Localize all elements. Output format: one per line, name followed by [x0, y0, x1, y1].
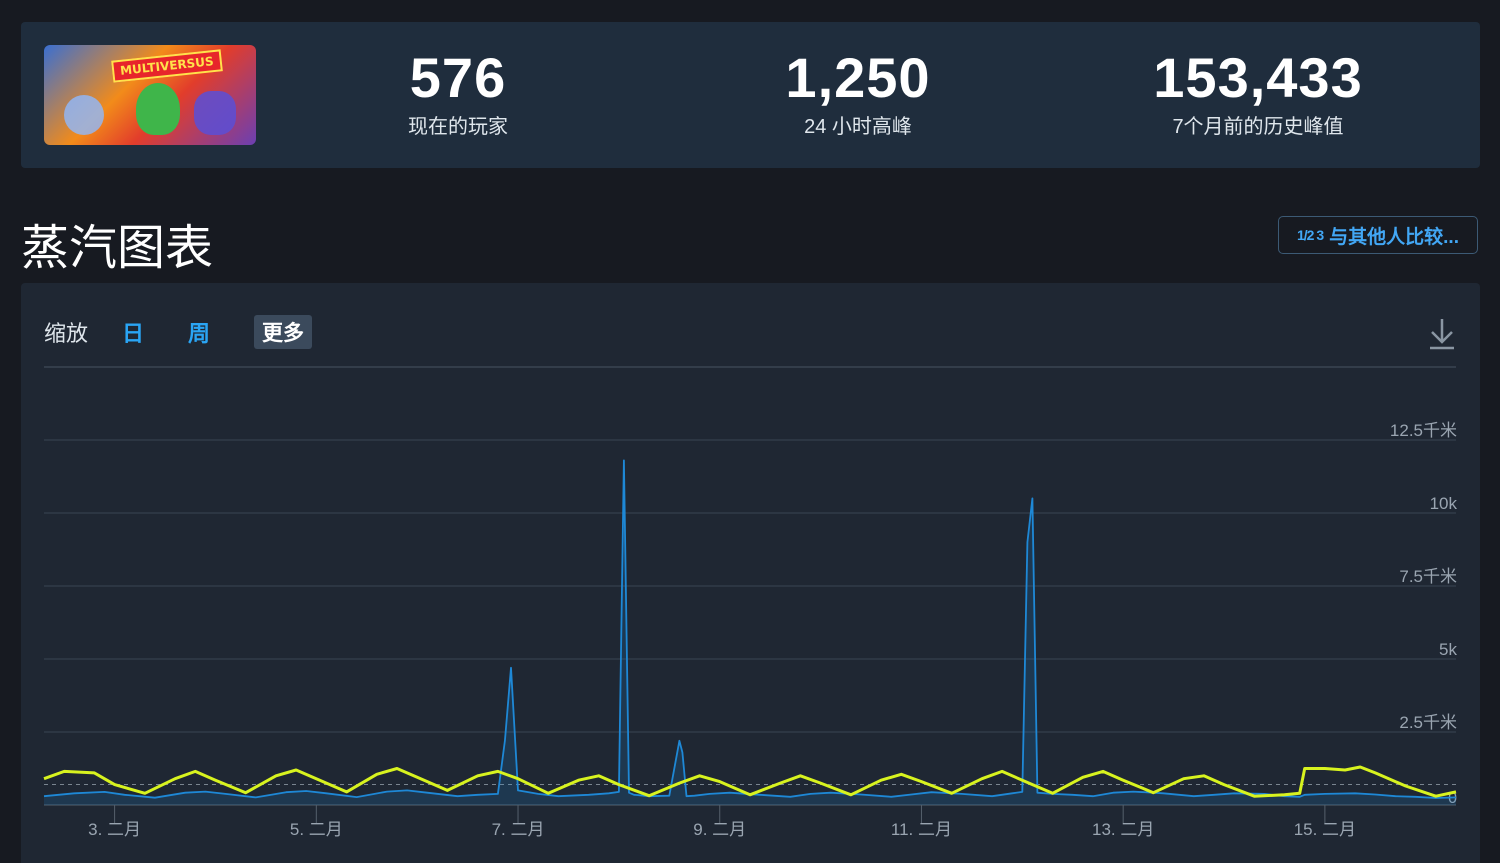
- thumbnail-character: [194, 91, 236, 135]
- zoom-label: 缩放: [44, 321, 89, 346]
- average-series-line: [43, 765, 1457, 798]
- stat-value: 1,250: [785, 46, 931, 109]
- x-tick-label: 7. 二月: [492, 820, 545, 839]
- x-tick-label: 13. 二月: [1092, 820, 1154, 839]
- stat-label: 24 小时高峰: [804, 116, 912, 138]
- game-logo: MULTIVERSUS: [111, 49, 223, 83]
- x-tick-label: 3. 二月: [88, 820, 141, 839]
- stat-label: 7个月前的历史峰值: [1172, 116, 1344, 138]
- x-tick-label: 5. 二月: [290, 820, 343, 839]
- compare-button[interactable]: 1/2 3 与其他人比较...: [1278, 216, 1478, 254]
- stat-24h-peak: 1,250 24 小时高峰: [708, 48, 1008, 139]
- thumbnail-character: [64, 95, 104, 135]
- zoom-more-button[interactable]: 更多: [254, 315, 313, 349]
- y-tick-label: 7.5千米: [1399, 567, 1457, 586]
- zoom-controls: 缩放 日 周 更多: [44, 314, 313, 350]
- stat-label: 现在的玩家: [408, 116, 508, 138]
- zoom-day-button[interactable]: 日: [122, 321, 145, 346]
- x-tick-label: 15. 二月: [1294, 820, 1356, 839]
- thumbnail-character: [136, 83, 180, 135]
- players-series-area: [44, 460, 1456, 805]
- x-tick-label: 9. 二月: [693, 820, 746, 839]
- stat-current-players: 576 现在的玩家: [308, 48, 608, 139]
- compare-button-label: 与其他人比较...: [1329, 226, 1459, 248]
- download-icon[interactable]: [1428, 317, 1456, 351]
- fraction-icon: 1/2 3: [1297, 227, 1324, 243]
- x-tick-label: 11. 二月: [891, 820, 952, 839]
- stats-card: MULTIVERSUS 576 现在的玩家 1,250 24 小时高峰 153,…: [21, 22, 1480, 168]
- y-tick-label: 5k: [1439, 640, 1457, 659]
- chart-card: 缩放 日 周 更多 2.5千米 5k 7.5千米 10k 12.5千米 0 3. 二月 5. …: [21, 283, 1480, 863]
- stat-value: 576: [409, 46, 507, 109]
- y-tick-label: 12.5千米: [1390, 421, 1457, 440]
- section-title: 蒸汽图表: [21, 222, 214, 275]
- y-tick-label: 10k: [1430, 494, 1458, 513]
- stat-value: 153,433: [1153, 46, 1363, 109]
- players-series-line: [43, 459, 1457, 799]
- y-tick-label: 0: [1448, 790, 1457, 807]
- zoom-week-button[interactable]: 周: [188, 321, 211, 346]
- game-thumbnail[interactable]: MULTIVERSUS: [44, 45, 256, 145]
- y-tick-label: 2.5千米: [1399, 713, 1457, 732]
- player-chart: 2.5千米 5k 7.5千米 10k 12.5千米 0 3. 二月 5. 二月 7. 二月 9. …: [43, 366, 1458, 839]
- stat-all-time-peak: 153,433 7个月前的历史峰值: [1108, 48, 1408, 139]
